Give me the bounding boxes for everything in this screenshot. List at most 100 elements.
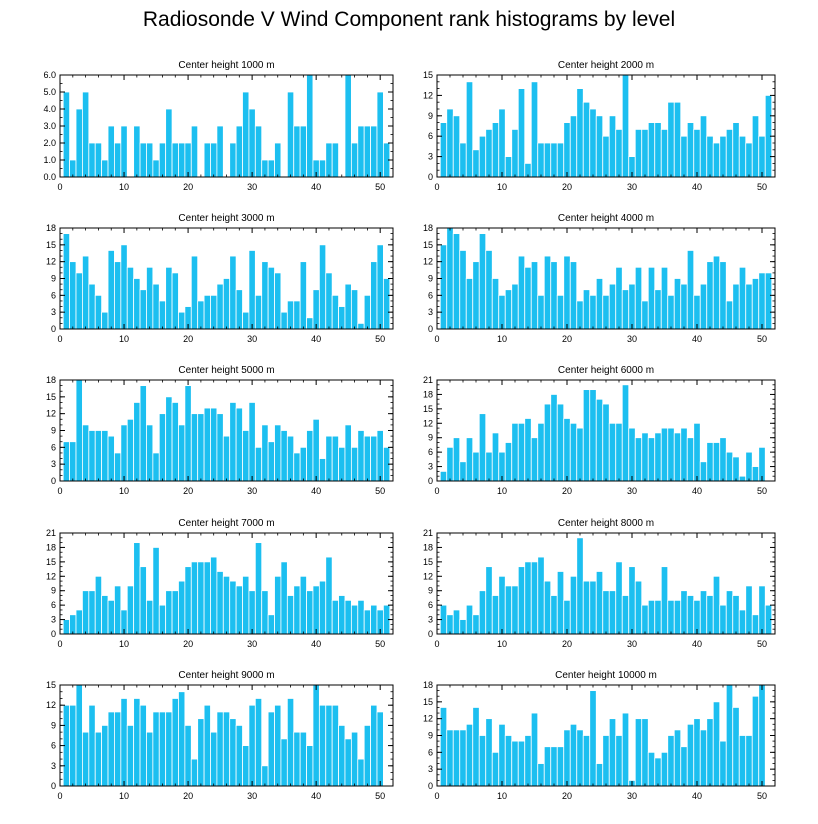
bar [274, 424, 282, 482]
x-tick-label: 20 [562, 486, 572, 496]
bar [376, 711, 384, 787]
bar [158, 142, 167, 178]
bar [254, 125, 263, 178]
bar [248, 402, 256, 482]
bar [235, 725, 243, 787]
bar [190, 125, 199, 178]
bar [654, 432, 662, 482]
y-tick-label: 9 [428, 586, 433, 596]
bar [511, 128, 519, 178]
bar [491, 122, 500, 178]
bar [69, 441, 77, 482]
bar [758, 585, 766, 635]
bar [254, 294, 263, 330]
bar [88, 704, 96, 787]
bar [370, 604, 378, 635]
y-tick-label: 12 [423, 571, 433, 581]
bar [133, 125, 141, 178]
bar [344, 738, 352, 787]
bar [615, 735, 623, 787]
bar [325, 272, 333, 330]
bar [621, 712, 630, 787]
bar [699, 283, 708, 330]
x-tick-label: 20 [562, 334, 572, 344]
bar [680, 590, 688, 635]
bar [280, 311, 288, 330]
y-tick-label: 3.0 [43, 121, 56, 131]
bar [139, 385, 147, 482]
bar [602, 403, 610, 482]
bar [114, 711, 122, 787]
panel-title: Center height 2000 m [558, 60, 654, 71]
panel-8: Center height 8000 m 0 10 20 30 40 50 0 3 6 9 12 15 1… [423, 518, 776, 649]
bar [350, 142, 359, 178]
bar [190, 561, 199, 635]
bar [222, 278, 231, 330]
panel-title: Center height 3000 m [178, 213, 274, 224]
x-tick-label: 50 [375, 334, 385, 344]
panel-title: Center height 1000 m [178, 60, 274, 71]
bar [229, 718, 237, 787]
bar [261, 424, 269, 482]
bar [325, 556, 333, 635]
bar [667, 294, 675, 330]
bar [312, 684, 320, 787]
bar [171, 698, 179, 787]
bar [299, 731, 307, 787]
bar [745, 585, 753, 635]
bar [569, 723, 578, 787]
x-tick-label: 10 [497, 182, 507, 192]
y-tick-label: 18 [423, 389, 433, 399]
y-tick-label: 3 [51, 459, 56, 469]
panel-title: Center height 8000 m [558, 518, 654, 529]
bar [133, 402, 141, 482]
bar [634, 718, 643, 787]
bar [641, 432, 649, 482]
bar [686, 723, 695, 787]
bar [446, 614, 454, 635]
x-tick-label: 20 [183, 334, 193, 344]
bar [133, 278, 141, 330]
bar [537, 556, 545, 635]
bar [350, 289, 359, 330]
bar [673, 101, 682, 178]
y-tick-label: 6 [51, 442, 56, 452]
bar [602, 294, 610, 330]
bar [725, 590, 734, 635]
bar [524, 418, 532, 482]
bar [82, 424, 90, 482]
bar [439, 470, 448, 482]
bar [556, 403, 565, 482]
y-tick-label: 12 [46, 257, 56, 267]
bar [318, 244, 327, 330]
x-tick-label: 10 [497, 639, 507, 649]
bar [261, 765, 269, 787]
bar [165, 711, 173, 787]
bar [485, 566, 493, 635]
y-tick-label: 2.0 [43, 138, 56, 148]
bar [693, 294, 701, 330]
bar [318, 580, 327, 635]
bar [582, 735, 591, 787]
bar [738, 609, 747, 635]
bar [706, 135, 714, 178]
bar [504, 442, 513, 482]
bar [472, 451, 480, 482]
bar [550, 142, 558, 178]
x-tick-label: 10 [119, 182, 129, 192]
y-tick-label: 15 [46, 680, 56, 690]
y-tick-label: 18 [423, 542, 433, 552]
bar [758, 272, 766, 330]
bar [543, 255, 552, 330]
bar [595, 763, 604, 787]
bar [126, 266, 135, 330]
bar [758, 135, 766, 178]
bar [550, 261, 558, 330]
bar [673, 729, 682, 787]
bar [491, 278, 500, 330]
bar [376, 244, 384, 330]
panel-2: Center height 2000 m 0 10 20 30 40 50 0 3 6 9 12 15 [423, 60, 776, 192]
bar [673, 599, 682, 635]
bar [439, 707, 448, 787]
bar [203, 704, 211, 787]
